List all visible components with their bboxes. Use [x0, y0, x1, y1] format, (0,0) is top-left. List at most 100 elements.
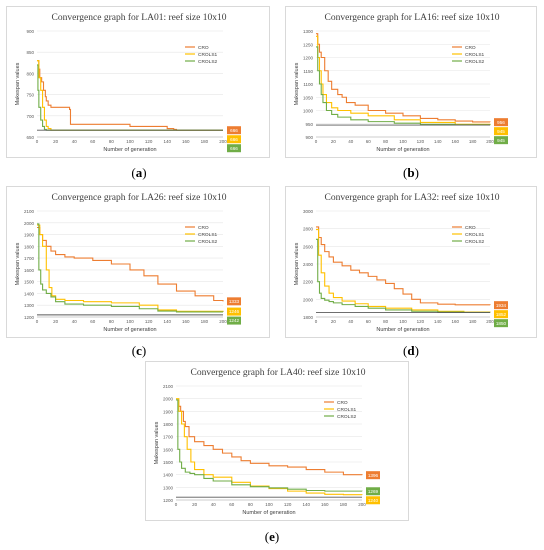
chart-svg-b: Convergence graph for LA16: reef size 10… — [294, 12, 508, 153]
x-tick-label: 100 — [399, 139, 407, 144]
x-tick-label: 100 — [265, 502, 273, 507]
final-value-tag — [494, 118, 508, 127]
x-tick-label: 20 — [331, 139, 337, 144]
legend-label: CROLS1 — [198, 52, 218, 58]
y-tick-label: 3000 — [303, 209, 314, 214]
x-tick-label: 0 — [315, 139, 318, 144]
legend-label: CROLS2 — [198, 239, 218, 245]
x-tick-label: 20 — [331, 319, 337, 324]
x-tick-label: 60 — [90, 319, 96, 324]
x-tick-label: 20 — [53, 139, 59, 144]
x-tick-label: 180 — [469, 139, 477, 144]
y-tick-label: 1800 — [163, 422, 174, 427]
x-tick-label: 80 — [109, 139, 115, 144]
y-tick-label: 800 — [26, 71, 34, 76]
y-axis-label: Makespan values — [15, 242, 21, 285]
y-tick-label: 1300 — [163, 485, 174, 490]
x-tick-label: 120 — [145, 319, 153, 324]
series-line-cro — [176, 399, 363, 476]
x-tick-label: 80 — [109, 319, 115, 324]
y-tick-label: 750 — [26, 93, 34, 98]
y-tick-label: 2100 — [24, 209, 35, 214]
legend-label: CROLS1 — [337, 407, 357, 413]
final-value-tag — [366, 496, 380, 505]
y-tick-label: 700 — [26, 114, 34, 119]
y-tick-label: 1600 — [24, 268, 35, 273]
final-value-label: 666 — [230, 128, 238, 133]
series-line-crols1 — [176, 398, 363, 496]
x-tick-label: 140 — [302, 502, 310, 507]
final-value-label: 1934 — [496, 303, 507, 308]
final-value-tag — [494, 301, 508, 310]
series-line-crols2 — [316, 46, 491, 126]
y-tick-label: 2800 — [303, 227, 314, 232]
chart-svg-c: Convergence graph for LA26: reef size 10… — [15, 192, 241, 333]
final-value-label: 1246 — [229, 309, 240, 314]
final-value-tag — [366, 471, 380, 480]
series-line-cro — [316, 226, 491, 306]
x-tick-label: 60 — [366, 319, 372, 324]
y-tick-label: 1600 — [163, 447, 174, 452]
y-tick-label: 900 — [26, 29, 34, 34]
legend-label: CRO — [465, 45, 476, 51]
final-value-tag — [494, 319, 508, 328]
x-tick-label: 180 — [340, 502, 348, 507]
x-tick-label: 40 — [348, 139, 354, 144]
chart-panel-e: Convergence graph for LA40: reef size 10… — [145, 361, 409, 521]
series-line-crols2 — [316, 238, 491, 313]
y-tick-label: 900 — [305, 135, 313, 140]
final-value-tag — [227, 297, 241, 306]
final-value-tag — [227, 144, 241, 153]
x-axis-label: Number of generation — [103, 327, 156, 333]
y-tick-label: 1200 — [24, 315, 35, 320]
x-tick-label: 20 — [53, 319, 59, 324]
chart-title: Convergence graph for LA26: reef size 10… — [52, 192, 227, 203]
x-tick-label: 60 — [366, 139, 372, 144]
x-tick-label: 180 — [201, 319, 209, 324]
y-tick-label: 2200 — [303, 280, 314, 285]
y-tick-label: 1900 — [163, 409, 174, 414]
y-tick-label: 1250 — [303, 42, 314, 47]
y-axis-label: Makespan values — [294, 62, 300, 105]
x-tick-label: 40 — [211, 502, 217, 507]
final-value-label: 1240 — [368, 498, 379, 503]
x-tick-label: 100 — [126, 319, 134, 324]
y-tick-label: 2000 — [24, 221, 35, 226]
series-line-crols1 — [316, 35, 491, 126]
caption-c: (c) — [131, 343, 147, 358]
y-tick-label: 1700 — [163, 435, 174, 440]
x-tick-label: 160 — [451, 319, 459, 324]
legend-label: CROLS2 — [198, 59, 218, 65]
chart-title: Convergence graph for LA16: reef size 10… — [325, 12, 500, 23]
y-tick-label: 1050 — [303, 95, 314, 100]
chart-panel-d: Convergence graph for LA32: reef size 10… — [285, 186, 537, 338]
x-tick-label: 80 — [248, 502, 254, 507]
y-tick-label: 1700 — [24, 256, 35, 261]
x-tick-label: 60 — [90, 139, 96, 144]
final-value-tag — [494, 136, 508, 145]
legend-label: CROLS2 — [465, 239, 485, 245]
y-tick-label: 2600 — [303, 244, 314, 249]
series-line-crols2 — [37, 223, 224, 313]
x-tick-label: 200 — [486, 139, 494, 144]
x-tick-label: 0 — [36, 319, 39, 324]
final-value-label: 1269 — [368, 489, 379, 494]
caption-a: (a) — [131, 165, 147, 180]
x-axis-label: Number of generation — [376, 147, 429, 153]
y-tick-label: 2000 — [303, 297, 314, 302]
final-value-tag — [494, 310, 508, 319]
final-value-tag — [494, 127, 508, 136]
y-tick-label: 1500 — [24, 280, 35, 285]
series-line-crols1 — [316, 229, 491, 313]
x-tick-label: 140 — [163, 319, 171, 324]
y-tick-label: 1800 — [24, 244, 35, 249]
y-tick-label: 1800 — [303, 315, 314, 320]
final-value-label: 945 — [497, 138, 505, 143]
x-tick-label: 40 — [348, 319, 354, 324]
final-value-tag — [227, 307, 241, 316]
y-tick-label: 650 — [26, 135, 34, 140]
chart-svg-a: Convergence graph for LA01: reef size 10… — [15, 12, 241, 153]
final-value-tag — [227, 126, 241, 135]
chart-panel-c: Convergence graph for LA26: reef size 10… — [6, 186, 270, 338]
final-value-label: 1850 — [496, 321, 507, 326]
